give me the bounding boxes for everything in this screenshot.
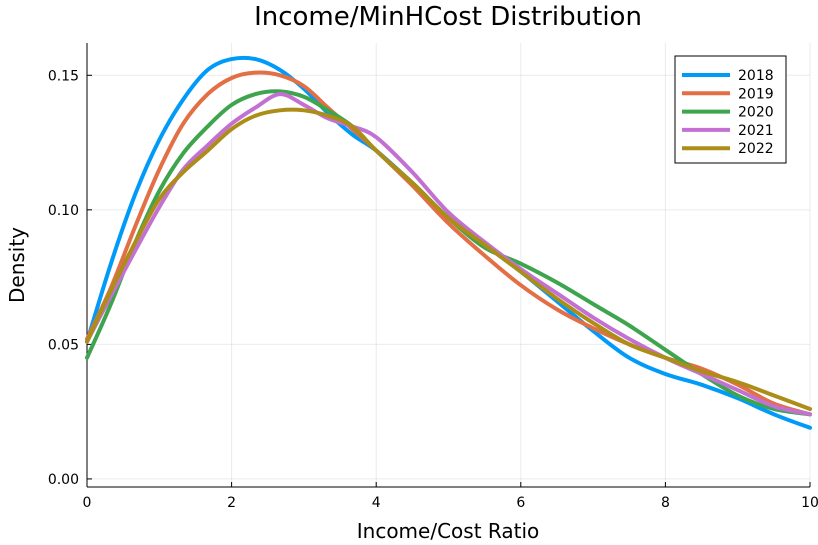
chart-title: Income/MinHCost Distribution bbox=[254, 2, 642, 32]
y-axis-title: Density bbox=[5, 227, 29, 303]
y-tick-label: 0.00 bbox=[48, 472, 79, 488]
x-tick-label: 8 bbox=[661, 495, 670, 511]
y-tick-label: 0.15 bbox=[48, 68, 79, 84]
x-axis-title: Income/Cost Ratio bbox=[357, 519, 540, 543]
x-tick-label: 4 bbox=[372, 495, 381, 511]
axes bbox=[86, 43, 810, 488]
x-tick-label: 0 bbox=[83, 495, 92, 511]
x-tick-label: 6 bbox=[516, 495, 525, 511]
series-lines bbox=[85, 55, 812, 430]
y-tick-label: 0.05 bbox=[48, 337, 79, 353]
legend-label-2019: 2019 bbox=[738, 86, 774, 102]
x-tick-label: 2 bbox=[227, 495, 236, 511]
legend-label-2018: 2018 bbox=[738, 68, 774, 84]
legend-label-2020: 2020 bbox=[738, 105, 774, 121]
tick-labels: 0 2 4 6 8 10 0.00 0.05 0.10 0.15 bbox=[48, 68, 818, 511]
legend-label-2021: 2021 bbox=[738, 123, 774, 139]
x-tick-label: 10 bbox=[801, 495, 818, 511]
y-tick-label: 0.10 bbox=[48, 203, 79, 219]
legend: 2018 2019 2020 2021 2022 bbox=[674, 55, 787, 164]
series-line-2022 bbox=[85, 107, 812, 411]
legend-label-2022: 2022 bbox=[738, 141, 774, 157]
